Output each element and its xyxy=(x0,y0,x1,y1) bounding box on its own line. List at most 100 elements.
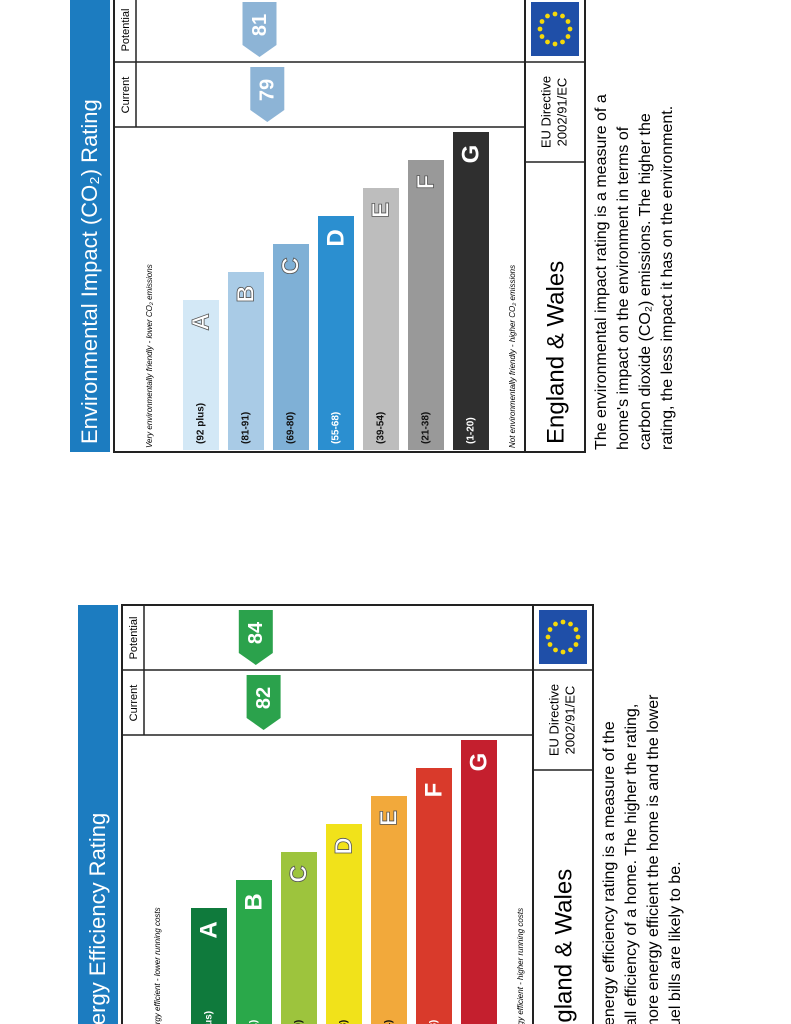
band-letter: B xyxy=(232,285,259,302)
band-range: (81-91) xyxy=(249,1020,260,1024)
eu-star xyxy=(539,34,545,39)
top-note: Very environmentally friendly - lower CO… xyxy=(145,264,154,448)
eu-star xyxy=(545,39,550,45)
chart-title: Environmental Impact (CO₂) Rating xyxy=(77,99,102,444)
footer-frame xyxy=(524,0,586,453)
description-line: carbon dioxide (CO₂) emissions. The high… xyxy=(637,113,654,450)
band-range: (81-91) xyxy=(241,412,252,444)
directive: 2002/91/EC xyxy=(554,78,569,147)
eu-star xyxy=(539,19,545,24)
rating-arrow xyxy=(238,610,273,665)
band-bar xyxy=(281,852,317,1024)
eu-star xyxy=(552,41,558,47)
eu-star xyxy=(560,649,566,655)
title-band xyxy=(78,605,118,1024)
directive: EU Directive xyxy=(546,684,561,756)
eu-flag xyxy=(531,2,579,56)
band-bar xyxy=(408,160,444,450)
eu-star xyxy=(568,621,573,627)
band-letter: C xyxy=(285,865,312,882)
eu-star xyxy=(560,13,565,19)
title-band xyxy=(70,0,110,452)
eu-star xyxy=(552,11,558,17)
description-line: the more energy efficient the home is an… xyxy=(645,694,662,1024)
band-letter: E xyxy=(367,202,394,218)
band-letter: G xyxy=(465,753,492,772)
band-range: (69-80) xyxy=(294,1020,305,1024)
eu-star xyxy=(573,642,579,647)
eu-star xyxy=(547,627,553,632)
band-range: (92 plus) xyxy=(204,1011,215,1024)
band-letter: F xyxy=(412,175,439,190)
eu-star xyxy=(567,26,573,32)
description-line: rating, the less impact it has on the en… xyxy=(659,106,676,450)
band-bar xyxy=(461,740,497,1024)
band-range: (92 plus) xyxy=(196,403,207,444)
band-bar xyxy=(228,272,264,450)
band-bar xyxy=(236,880,272,1024)
chart-title: Energy Efficiency Rating xyxy=(85,813,110,1024)
bottom-note: Not energy efficient - higher running co… xyxy=(516,908,525,1024)
band-range: (1-20) xyxy=(466,417,477,444)
rating-value: 79 xyxy=(257,79,279,101)
description-line: the fuel bills are likely to be. xyxy=(667,861,684,1024)
top-note: Very energy efficient - lower running co… xyxy=(153,907,162,1024)
band-range: (21-38) xyxy=(429,1020,440,1024)
eu-star xyxy=(545,13,550,19)
rating-chart: Energy Efficiency Rating Current Potential… xyxy=(78,604,684,1024)
eu-star xyxy=(547,642,553,647)
directive: 2002/91/EC xyxy=(562,686,577,755)
description-line: home's impact on the environment in term… xyxy=(615,126,632,450)
description-line: The environmental impact rating is a mea… xyxy=(593,94,610,450)
band-range: (55-68) xyxy=(339,1020,350,1024)
band-range: (55-68) xyxy=(331,412,342,444)
description-line: The energy efficiency rating is a measur… xyxy=(601,721,618,1024)
band-letter: D xyxy=(322,229,349,246)
column-header: Potential xyxy=(128,617,140,660)
rating-arrow xyxy=(246,675,281,730)
eu-star xyxy=(553,647,558,653)
band-bar xyxy=(416,768,452,1024)
band-letter: F xyxy=(420,783,447,798)
eu-star xyxy=(553,621,558,627)
footer-frame xyxy=(532,604,594,1024)
eu-flag xyxy=(539,610,587,664)
directive: EU Directive xyxy=(538,76,553,148)
rating-arrow xyxy=(242,2,277,57)
band-bar xyxy=(326,824,362,1024)
band-letter: C xyxy=(277,257,304,274)
band-letter: B xyxy=(240,893,267,910)
rating-value: 82 xyxy=(253,687,275,709)
band-bar xyxy=(363,188,399,450)
eu-star xyxy=(537,26,543,32)
rating-value: 81 xyxy=(249,14,271,36)
eu-star xyxy=(560,619,566,625)
bottom-note: Not environmentally friendly - higher CO… xyxy=(508,265,517,448)
region: England & Wales xyxy=(542,261,569,444)
band-letter: D xyxy=(330,837,357,854)
rating-value: 84 xyxy=(245,621,267,644)
band-bar xyxy=(453,132,489,450)
band-bar xyxy=(191,908,227,1024)
rating-arrow xyxy=(250,67,285,122)
eu-star xyxy=(575,634,581,640)
band-bar xyxy=(273,244,309,450)
description-line: overall efficiency of a home. The higher… xyxy=(623,704,640,1024)
eu-star xyxy=(568,647,573,653)
eu-star xyxy=(560,39,565,45)
column-header: Current xyxy=(120,77,132,114)
eu-star xyxy=(565,19,571,24)
band-range: (39-54) xyxy=(384,1020,395,1024)
band-range: (39-54) xyxy=(376,412,387,444)
region: England & Wales xyxy=(550,869,577,1024)
eu-star xyxy=(545,634,551,640)
band-letter: A xyxy=(187,313,214,330)
band-bar xyxy=(371,796,407,1024)
band-range: (21-38) xyxy=(421,412,432,444)
eu-star xyxy=(573,627,579,632)
band-bar xyxy=(318,216,354,450)
band-letter: E xyxy=(375,810,402,826)
band-letter: G xyxy=(457,145,484,164)
rating-chart: Environmental Impact (CO₂) Rating Current… xyxy=(70,0,676,453)
